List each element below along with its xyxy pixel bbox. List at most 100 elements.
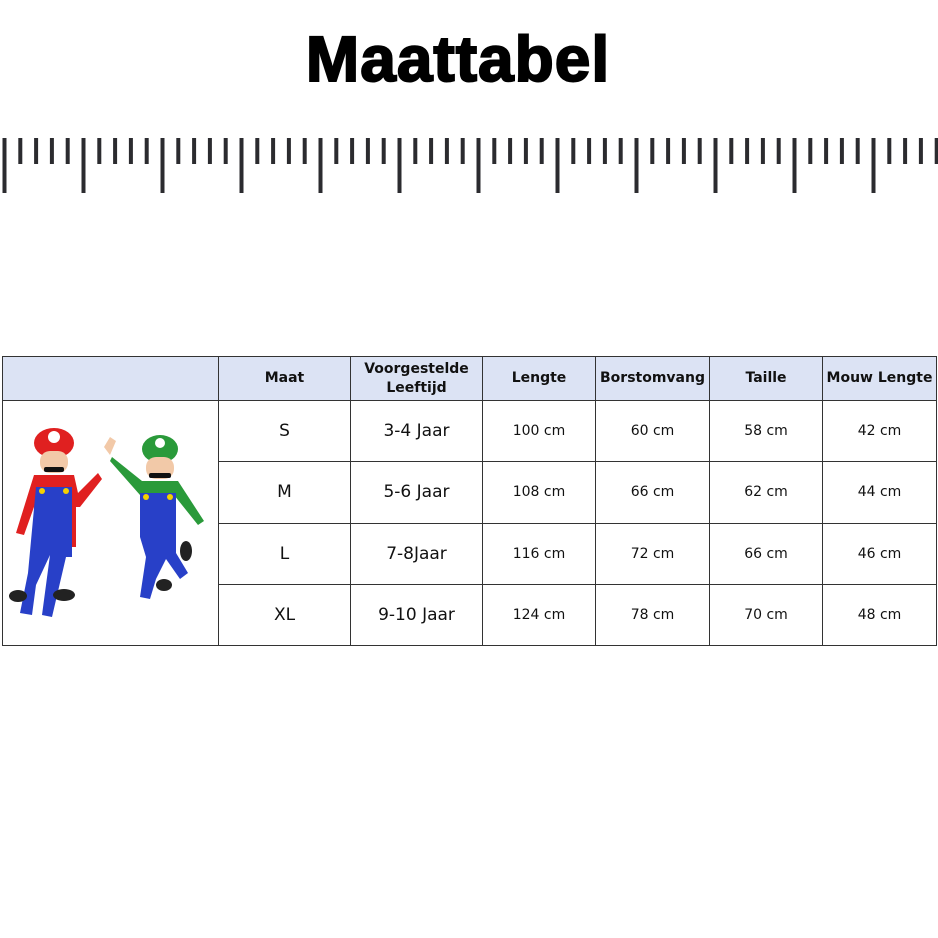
table-row: XL 9-10 Jaar 124 cm 78 cm 70 cm 48 cm (3, 583, 937, 647)
cell-borstomvang: 60 cm (595, 399, 710, 463)
ruler-minor-tick (444, 138, 449, 164)
header-mouw-lengte: Mouw Lengte (822, 356, 937, 401)
ruler-major-tick (318, 138, 323, 193)
ruler-minor-tick (192, 138, 197, 164)
mario-figure (8, 428, 102, 617)
cell-leeftijd: 7-8Jaar (350, 522, 483, 585)
ruler-major-tick (871, 138, 876, 193)
ruler-minor-tick (776, 138, 781, 164)
ruler-major-tick (239, 138, 244, 193)
page-title: Maattabel (305, 22, 611, 96)
ruler-minor-tick (618, 138, 623, 164)
ruler-major-tick (713, 138, 718, 193)
header-taille: Taille (709, 356, 823, 401)
ruler-minor-tick (887, 138, 892, 164)
mario-luigi-costume-photo (8, 428, 204, 617)
ruler-minor-tick (745, 138, 750, 164)
ruler-minor-tick (918, 138, 923, 164)
header-borstomvang: Borstomvang (595, 356, 710, 401)
cell-leeftijd: 3-4 Jaar (350, 399, 483, 463)
ruler-minor-tick (144, 138, 149, 164)
cell-borstomvang: 72 cm (595, 522, 710, 585)
ruler-minor-tick (302, 138, 307, 164)
ruler-major-tick (634, 138, 639, 193)
ruler-minor-tick (350, 138, 355, 164)
ruler-minor-tick (128, 138, 133, 164)
ruler-minor-tick (271, 138, 276, 164)
ruler-minor-tick (508, 138, 513, 164)
cell-leeftijd: 9-10 Jaar (350, 583, 483, 647)
cell-borstomvang: 66 cm (595, 461, 710, 524)
ruler-major-tick (476, 138, 481, 193)
ruler-minor-tick (729, 138, 734, 164)
cell-mouw-lengte: 46 cm (822, 522, 937, 585)
ruler-minor-tick (65, 138, 70, 164)
ruler-minor-tick (223, 138, 228, 164)
header-lengte: Lengte (482, 356, 596, 401)
cell-lengte: 108 cm (482, 461, 596, 524)
cell-lengte: 100 cm (482, 399, 596, 463)
ruler-minor-tick (34, 138, 39, 164)
ruler-minor-tick (681, 138, 686, 164)
cell-maat: XL (218, 583, 351, 647)
ruler-minor-tick (365, 138, 370, 164)
ruler-minor-tick (255, 138, 260, 164)
ruler-minor-tick (602, 138, 607, 164)
header-maat: Maat (218, 356, 351, 401)
ruler-minor-tick (286, 138, 291, 164)
cell-maat: L (218, 522, 351, 585)
ruler-minor-tick (113, 138, 118, 164)
ruler-minor-tick (571, 138, 576, 164)
cell-mouw-lengte: 44 cm (822, 461, 937, 524)
ruler-minor-tick (381, 138, 386, 164)
ruler-major-tick (555, 138, 560, 193)
ruler-minor-tick (934, 138, 938, 164)
ruler-minor-tick (824, 138, 829, 164)
ruler-minor-tick (839, 138, 844, 164)
header-leeftijd: Voorgestelde Leeftijd (350, 356, 483, 401)
ruler-major-tick (792, 138, 797, 193)
table-header-row: Maat Voorgestelde Leeftijd Lengte Borsto… (2, 356, 937, 401)
ruler-minor-tick (413, 138, 418, 164)
ruler-minor-tick (903, 138, 908, 164)
cell-taille: 62 cm (709, 461, 823, 524)
ruler-minor-tick (492, 138, 497, 164)
ruler-major-tick (2, 138, 7, 193)
ruler-major-tick (81, 138, 86, 193)
ruler-minor-tick (18, 138, 23, 164)
ruler-minor-tick (429, 138, 434, 164)
header-image (2, 356, 219, 401)
cell-borstomvang: 78 cm (595, 583, 710, 647)
ruler-minor-tick (808, 138, 813, 164)
size-table: Maat Voorgestelde Leeftijd Lengte Borsto… (2, 356, 937, 647)
ruler-minor-tick (587, 138, 592, 164)
ruler-minor-tick (176, 138, 181, 164)
ruler-minor-tick (523, 138, 528, 164)
cell-leeftijd: 5-6 Jaar (350, 461, 483, 524)
cell-mouw-lengte: 48 cm (822, 583, 937, 647)
luigi-figure (103, 435, 204, 599)
cell-taille: 66 cm (709, 522, 823, 585)
table-row: L 7-8Jaar 116 cm 72 cm 66 cm 46 cm (3, 522, 937, 585)
ruler-minor-tick (650, 138, 655, 164)
cell-lengte: 124 cm (482, 583, 596, 647)
ruler-minor-tick (666, 138, 671, 164)
ruler-minor-tick (49, 138, 54, 164)
ruler-minor-tick (334, 138, 339, 164)
cell-taille: 70 cm (709, 583, 823, 647)
ruler-major-tick (397, 138, 402, 193)
cell-maat: S (218, 399, 351, 463)
ruler-minor-tick (207, 138, 212, 164)
ruler-graphic (2, 138, 938, 193)
ruler-minor-tick (855, 138, 860, 164)
ruler-minor-tick (97, 138, 102, 164)
cell-taille: 58 cm (709, 399, 823, 463)
ruler-major-tick (160, 138, 165, 193)
costume-image-cell (2, 400, 219, 646)
table-row: S 3-4 Jaar 100 cm 60 cm 58 cm 42 cm (2, 399, 937, 646)
ruler-minor-tick (760, 138, 765, 164)
ruler-minor-tick (697, 138, 702, 164)
ruler-minor-tick (539, 138, 544, 164)
cell-mouw-lengte: 42 cm (822, 399, 937, 463)
cell-lengte: 116 cm (482, 522, 596, 585)
